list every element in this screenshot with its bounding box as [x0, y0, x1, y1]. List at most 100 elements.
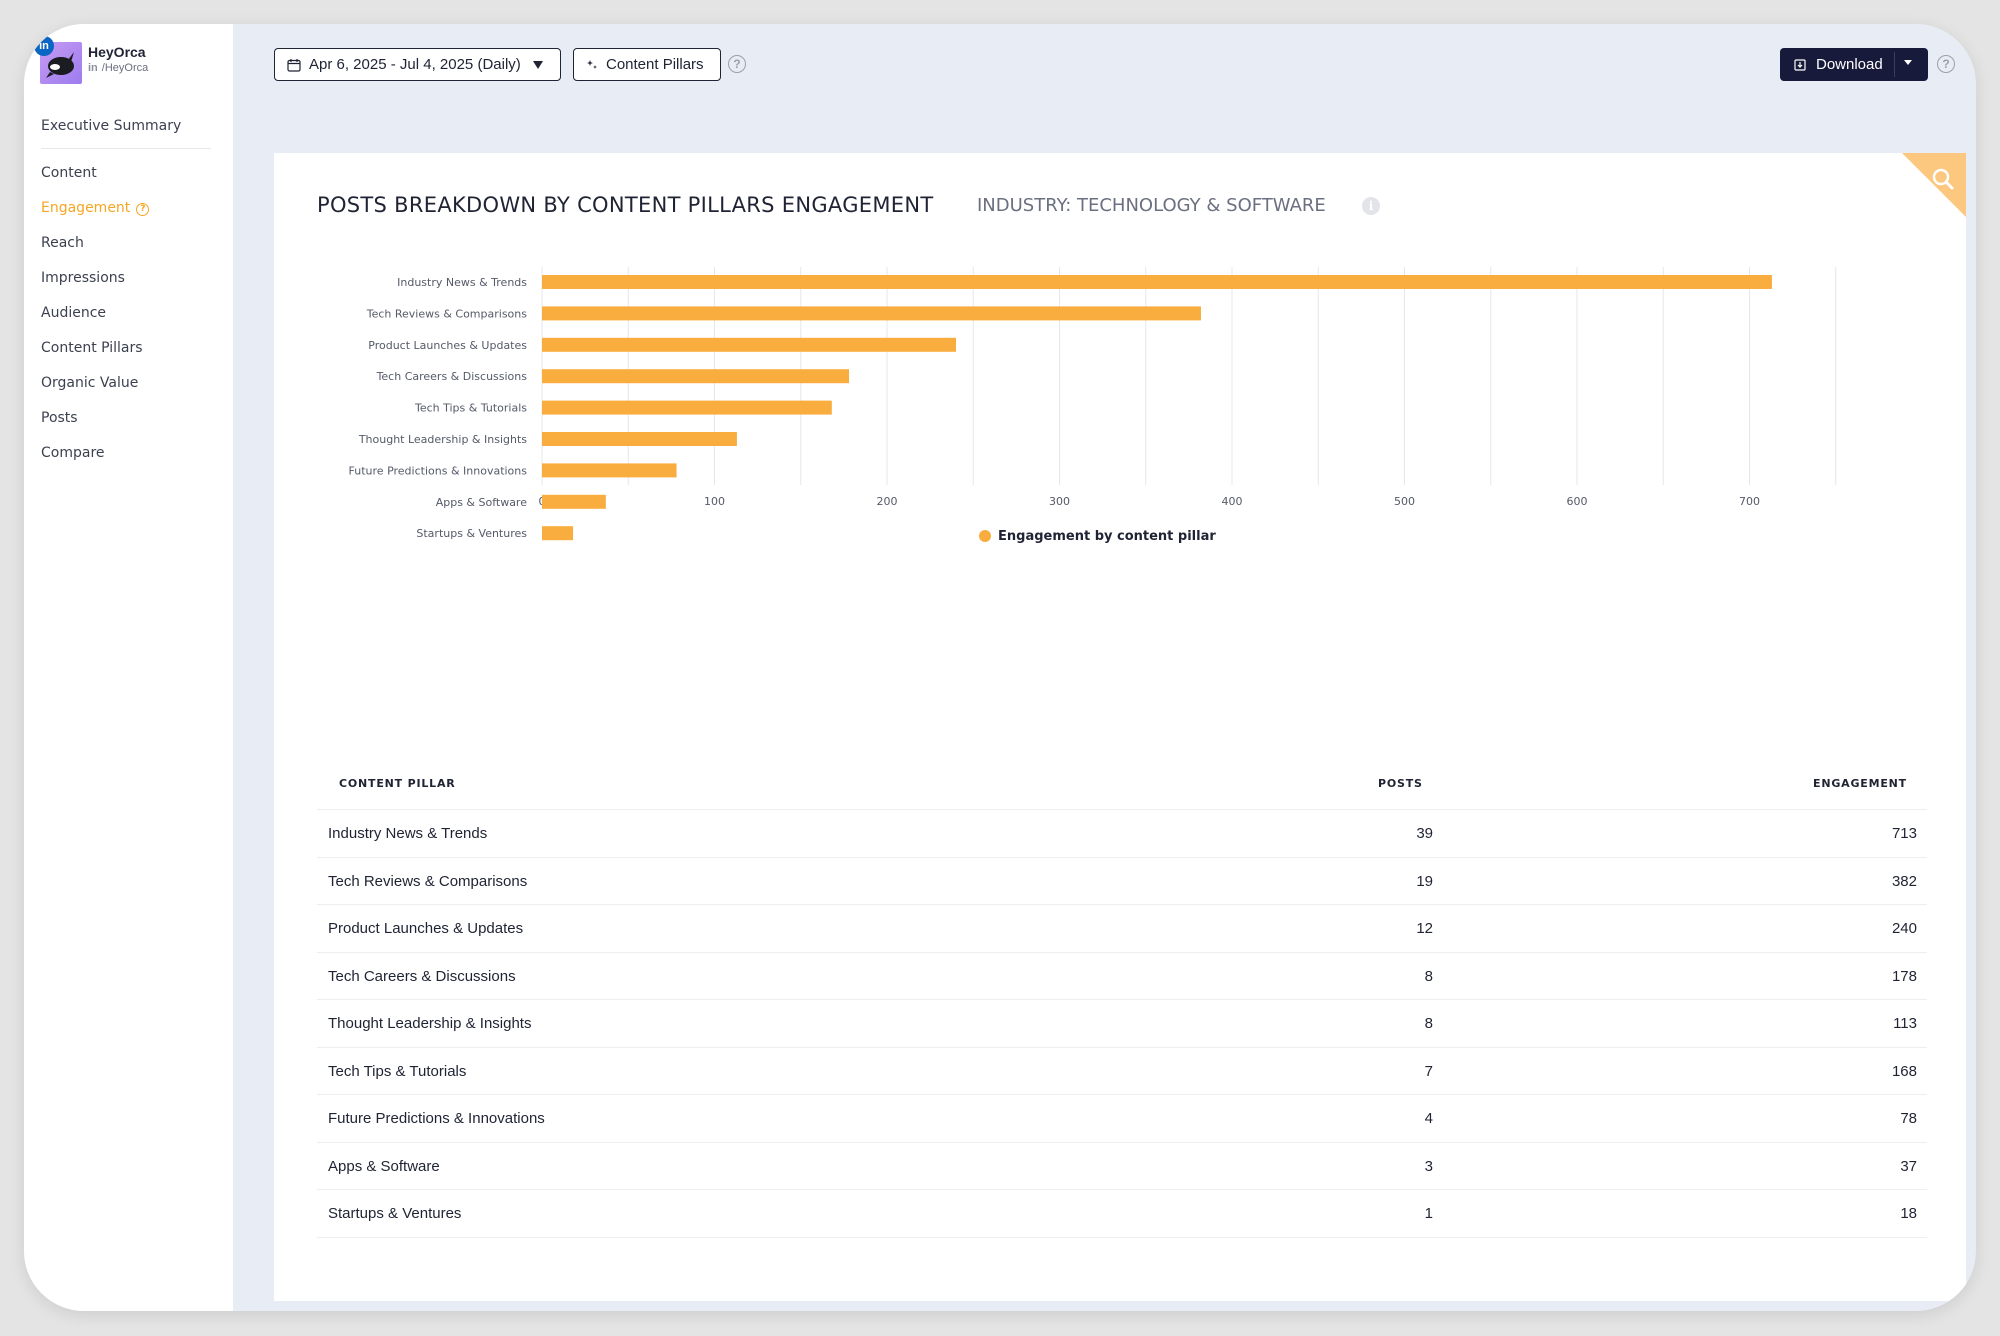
- bar: [542, 526, 574, 541]
- profile-name: HeyOrca: [88, 44, 146, 60]
- nav-audience[interactable]: Audience: [41, 305, 107, 321]
- nav-content-pillars[interactable]: Content Pillars: [41, 340, 143, 356]
- orca-avatar: [46, 52, 74, 78]
- download-separator: [1894, 52, 1895, 77]
- cell-posts: 8: [1424, 1015, 1433, 1032]
- avatar: [40, 42, 82, 84]
- header-engagement[interactable]: ENGAGEMENT: [1813, 777, 1907, 790]
- table-row: Industry News & Trends 39 713: [317, 810, 1927, 858]
- nav-engagement[interactable]: Engagement?: [41, 200, 150, 216]
- nav-compare[interactable]: Compare: [41, 445, 105, 461]
- table-body: Industry News & Trends 39 713 Tech Reviews …: [317, 810, 1927, 1238]
- download-icon: [1794, 58, 1806, 71]
- x-tick-label: 400: [1222, 495, 1243, 508]
- table-row: Apps & Software 3 37: [317, 1143, 1927, 1190]
- help-icon[interactable]: ?: [728, 55, 746, 73]
- profile[interactable]: in HeyOrca in/HeyOrca: [34, 36, 230, 92]
- cell-pillar: Tech Careers & Discussions: [328, 967, 516, 985]
- help-icon[interactable]: ?: [1937, 55, 1955, 73]
- filter-label: Content Pillars: [606, 56, 704, 73]
- cell-engagement: 382: [1891, 872, 1917, 890]
- calendar-icon: [287, 58, 301, 72]
- card-title: POSTS BREAKDOWN BY CONTENT PILLARS ENGAG…: [317, 193, 934, 217]
- cell-pillar: Thought Leadership & Insights: [328, 1015, 532, 1032]
- cell-pillar: Tech Reviews & Comparisons: [328, 872, 528, 890]
- nav-executive-summary[interactable]: Executive Summary: [41, 118, 182, 134]
- cell-posts: 1: [1424, 1205, 1433, 1222]
- x-tick-label: 700: [1739, 495, 1760, 508]
- cell-pillar: Apps & Software: [328, 1157, 440, 1175]
- y-category-label: Tech Careers & Discussions: [376, 370, 528, 383]
- date-range-picker[interactable]: Apr 6, 2025 - Jul 4, 2025 (Daily): [274, 48, 561, 81]
- bar: [542, 369, 850, 384]
- y-category-label: Industry News & Trends: [397, 276, 527, 289]
- y-category-label: Apps & Software: [436, 496, 528, 509]
- cell-pillar: Tech Tips & Tutorials: [328, 1062, 467, 1080]
- cell-engagement: 178: [1891, 967, 1917, 985]
- header-posts[interactable]: POSTS: [1378, 777, 1423, 790]
- y-category-label: Future Predictions & Innovations: [349, 464, 528, 477]
- y-category-label: Tech Reviews & Comparisons: [366, 307, 528, 320]
- search-corner[interactable]: [1902, 153, 1966, 217]
- cell-posts: 39: [1416, 825, 1433, 842]
- bar-chart: 0100200300400500600700Industry News & Tr…: [349, 267, 1837, 544]
- cell-pillar: Product Launches & Updates: [328, 920, 524, 937]
- sparkle-icon: [587, 59, 597, 69]
- legend-marker: [979, 530, 991, 542]
- cell-engagement: 37: [1900, 1157, 1917, 1175]
- cell-posts: 12: [1416, 920, 1433, 937]
- app-window: in HeyOrca in/HeyOrca Executive Summary …: [24, 24, 1976, 1311]
- cell-engagement: 168: [1891, 1062, 1917, 1080]
- table-row: Product Launches & Updates 12 240: [317, 905, 1927, 953]
- chart-card: POSTS BREAKDOWN BY CONTENT PILLARS ENGAG…: [274, 153, 1966, 1301]
- y-category-label: Product Launches & Updates: [368, 339, 527, 352]
- handle-text: /HeyOrca: [101, 62, 149, 74]
- nav-content[interactable]: Content: [41, 165, 97, 181]
- x-tick-label: 600: [1567, 495, 1588, 508]
- sidebar: in HeyOrca in/HeyOrca Executive Summary …: [24, 24, 233, 1311]
- cell-engagement: 113: [1893, 1015, 1917, 1032]
- chevron-down-icon[interactable]: [1903, 59, 1913, 67]
- x-tick-label: 200: [877, 495, 898, 508]
- bar: [542, 494, 606, 509]
- content-pillar-table: CONTENT PILLAR POSTS ENGAGEMENT Industry…: [317, 765, 1927, 1238]
- bar: [542, 463, 677, 478]
- cell-posts: 8: [1424, 967, 1433, 985]
- y-category-label: Thought Leadership & Insights: [358, 433, 527, 446]
- x-tick-label: 100: [704, 495, 725, 508]
- cell-engagement: 18: [1900, 1205, 1917, 1222]
- header-content-pillar[interactable]: CONTENT PILLAR: [339, 777, 456, 790]
- bar: [542, 306, 1201, 321]
- nav-posts[interactable]: Posts: [41, 410, 78, 426]
- linkedin-icon: in: [34, 36, 54, 56]
- nav-organic-value[interactable]: Organic Value: [41, 375, 139, 391]
- bar: [542, 432, 737, 446]
- card-subtitle: INDUSTRY: TECHNOLOGY & SOFTWARE: [977, 195, 1326, 216]
- cell-pillar: Startups & Ventures: [328, 1205, 462, 1222]
- nav-reach[interactable]: Reach: [41, 235, 84, 251]
- network-label: in: [88, 62, 98, 74]
- help-icon[interactable]: ?: [136, 203, 150, 216]
- bar: [542, 337, 956, 352]
- x-tick-label: 300: [1049, 495, 1070, 508]
- download-button[interactable]: Download: [1780, 48, 1928, 81]
- nav-impressions[interactable]: Impressions: [41, 270, 125, 286]
- table-header: CONTENT PILLAR POSTS ENGAGEMENT: [317, 765, 1927, 810]
- chevron-down-icon: [532, 60, 543, 69]
- table-row: Tech Careers & Discussions 8 178: [317, 953, 1927, 1000]
- cell-engagement: 78: [1900, 1110, 1917, 1127]
- cell-posts: 3: [1424, 1157, 1433, 1175]
- date-range-text: Apr 6, 2025 - Jul 4, 2025 (Daily): [309, 56, 521, 73]
- cell-posts: 19: [1416, 872, 1433, 890]
- content-pillars-filter[interactable]: Content Pillars: [573, 48, 721, 81]
- search-icon: [1932, 168, 1954, 190]
- cell-pillar: Future Predictions & Innovations: [328, 1110, 545, 1127]
- cell-engagement: 240: [1891, 920, 1917, 937]
- table-row: Tech Tips & Tutorials 7 168: [317, 1048, 1927, 1095]
- profile-handle: in/HeyOrca: [88, 62, 148, 74]
- x-tick-label: 500: [1394, 495, 1415, 508]
- y-category-label: Startups & Ventures: [416, 527, 527, 540]
- download-label: Download: [1816, 56, 1883, 73]
- table-row: Tech Reviews & Comparisons 19 382: [317, 858, 1927, 905]
- info-icon[interactable]: i: [1362, 197, 1380, 215]
